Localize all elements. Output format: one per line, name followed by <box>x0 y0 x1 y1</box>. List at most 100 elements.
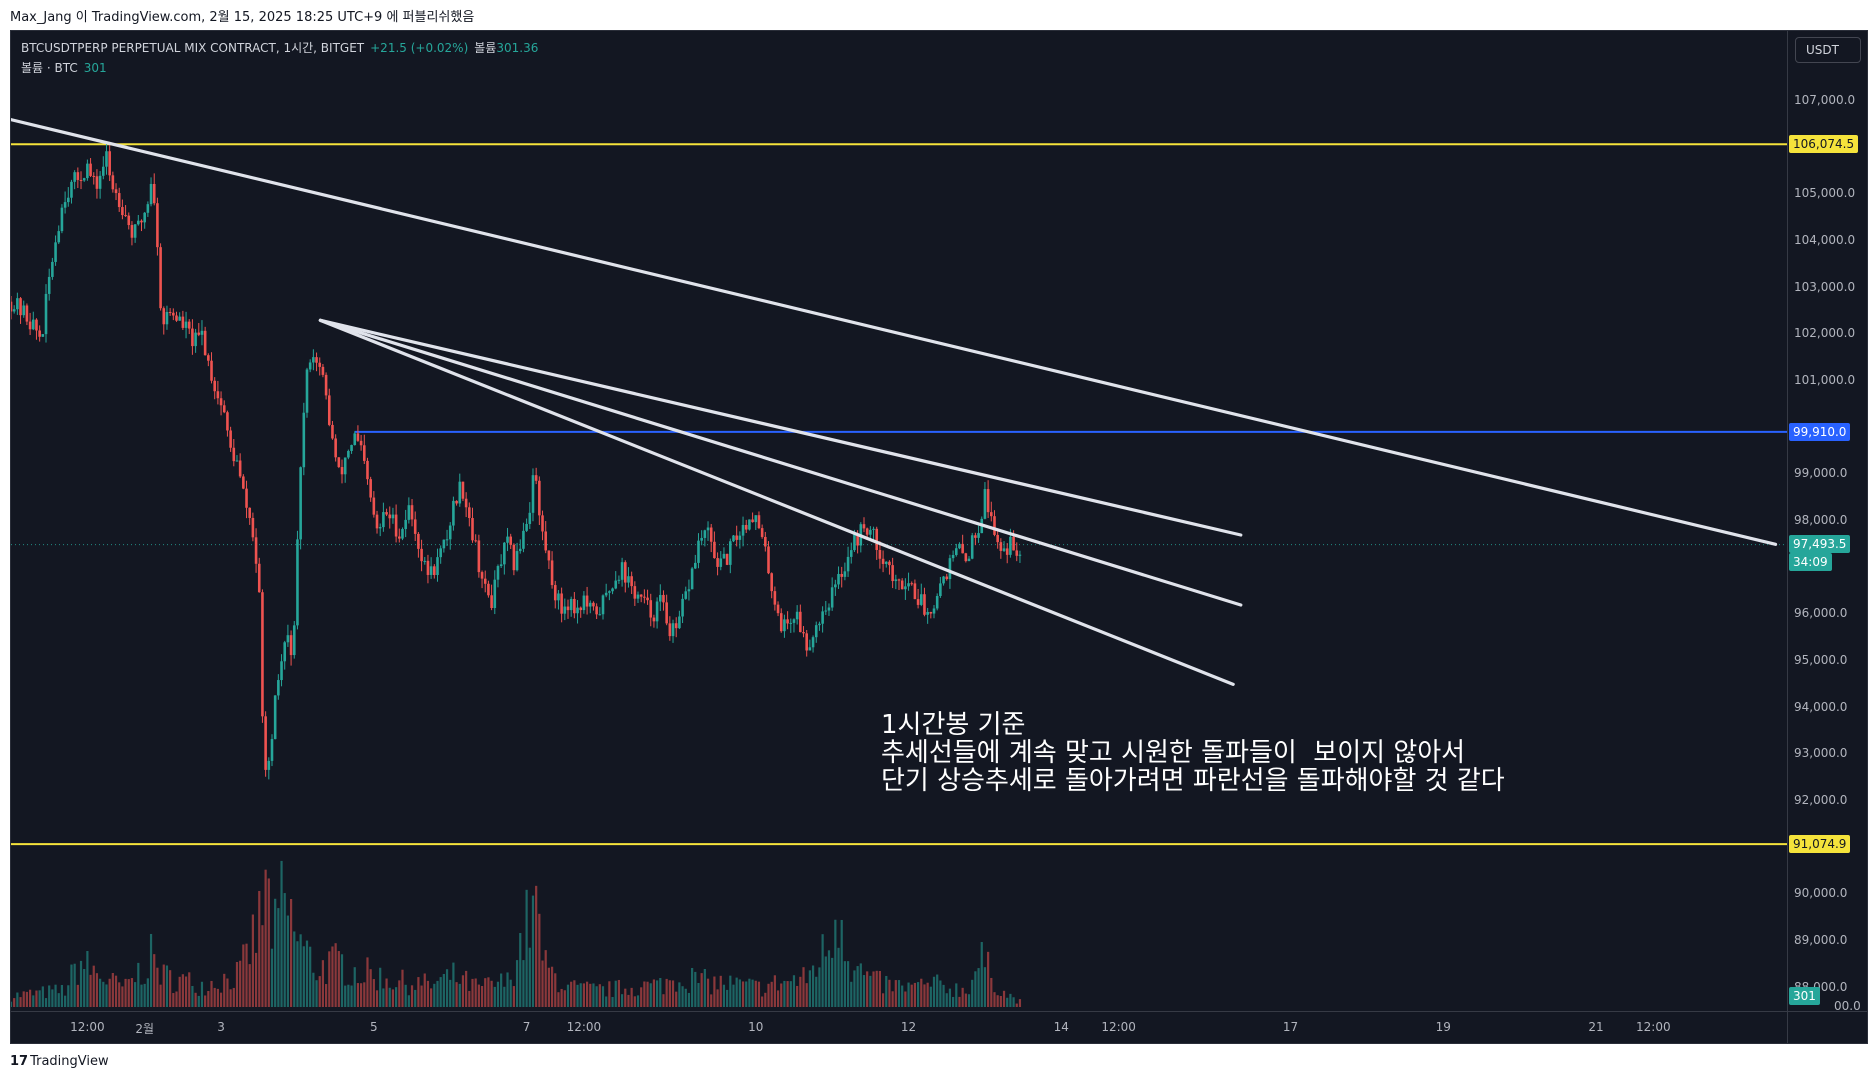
volume-bar <box>184 976 188 1007</box>
candle-body <box>439 548 442 558</box>
volume-series-label[interactable]: 볼륨 · BTC <box>21 61 78 75</box>
volume-bar <box>105 984 108 1007</box>
volume-bar <box>44 998 48 1007</box>
candle-body <box>165 312 169 325</box>
candle-body <box>522 530 525 549</box>
chart-plot-area[interactable] <box>11 31 1787 1011</box>
volume-bar <box>340 954 344 1007</box>
volume-bar <box>910 984 913 1007</box>
volume-bar <box>124 978 127 1007</box>
volume-value: 301.36 <box>496 41 539 55</box>
candle-body <box>910 583 914 585</box>
candle-body <box>541 515 544 532</box>
volume-bar <box>614 980 617 1007</box>
volume-bar <box>652 979 656 1007</box>
volume-bar <box>360 983 363 1007</box>
volume-bar <box>541 960 544 1007</box>
candle-body <box>706 527 710 531</box>
tradingview-logo[interactable]: 𝟭𝟳 TradingView <box>10 1054 109 1069</box>
volume-bar <box>980 942 983 1007</box>
volume-bar <box>70 964 73 1007</box>
candle-body <box>951 555 955 559</box>
candle-body <box>611 588 614 592</box>
candle-body <box>433 566 436 576</box>
candle-body <box>235 460 239 462</box>
volume-bar <box>127 979 130 1007</box>
candle-body <box>483 578 487 584</box>
volume-bar <box>388 987 391 1007</box>
candle-body <box>525 523 528 531</box>
candle-body <box>865 528 869 535</box>
volume-bar <box>277 908 280 1007</box>
volume-bar <box>932 976 936 1007</box>
volume-bar <box>764 992 767 1007</box>
candle-body <box>993 516 996 535</box>
currency-button[interactable]: USDT <box>1795 37 1861 63</box>
candle-body <box>222 405 226 413</box>
volume-bar <box>999 995 1002 1007</box>
volume-bar <box>920 978 923 1007</box>
symbol-legend[interactable]: BTCUSDTPERP PERPETUAL MIX CONTRACT, 1시간,… <box>21 39 538 56</box>
candle-body <box>375 514 379 529</box>
candle-body <box>289 635 293 656</box>
time-tick-label: 21 <box>1588 1020 1604 1034</box>
candle-body <box>238 460 242 477</box>
candle-body <box>799 611 802 633</box>
volume-bar <box>149 933 153 1007</box>
candle-body <box>140 220 143 223</box>
candle-body <box>894 579 898 582</box>
time-scale[interactable]: 12:00 2월 3 5 7 12:00 10 12 14 12:00 17 19 21 12:00 <box>11 1011 1787 1043</box>
volume-bar <box>324 984 328 1007</box>
volume-bar <box>468 990 471 1007</box>
volume-bar <box>875 970 878 1007</box>
volume-bar <box>936 974 939 1007</box>
candle-body <box>662 594 665 603</box>
volume-bar <box>738 979 741 1007</box>
candle-body <box>719 558 723 567</box>
volume-legend[interactable]: 볼륨 · BTC 301 <box>21 59 107 76</box>
candle-body <box>503 542 506 565</box>
candle-body <box>767 546 770 574</box>
price-scale[interactable]: 108,000.0107,000.0105,000.0104,000.0103,… <box>1787 31 1867 1013</box>
candle-body <box>51 261 54 277</box>
candle-body <box>926 611 929 615</box>
candle-body <box>401 529 404 539</box>
volume-bar <box>955 983 958 1007</box>
price-tag-blue: 99,910.0 <box>1789 422 1851 441</box>
candle-body <box>824 610 828 612</box>
candle-body <box>60 207 64 232</box>
tradingview-mark-icon: 𝟭𝟳 <box>10 1054 29 1069</box>
candle-body <box>124 215 127 217</box>
volume-bar <box>353 967 356 1007</box>
volume-bar <box>792 975 796 1007</box>
volume-bar <box>881 993 885 1007</box>
volume-bar <box>776 990 780 1007</box>
candle-body <box>538 480 541 516</box>
volume-bar <box>926 982 929 1007</box>
volume-bar <box>235 962 239 1007</box>
candle-body <box>324 374 328 396</box>
volume-bar <box>544 950 547 1007</box>
candle-body <box>25 305 29 322</box>
volume-bar <box>223 973 226 1007</box>
candle-body <box>579 607 583 611</box>
volume-bar <box>363 982 366 1007</box>
volume-bar <box>846 961 850 1007</box>
candle-body <box>913 583 917 600</box>
chart-annotation[interactable]: 1시간봉 기준 추세선들에 계속 맞고 시원한 돌파들이 보이지 않아서 단기 … <box>881 710 1505 796</box>
volume-bar <box>1009 993 1012 1007</box>
volume-bar <box>646 981 649 1007</box>
volume-bar <box>700 973 703 1007</box>
volume-bar <box>347 984 350 1007</box>
candle-body <box>378 527 382 529</box>
candle-body <box>315 357 318 363</box>
candle-body <box>184 321 188 328</box>
volume-bar <box>757 981 761 1007</box>
candle-body <box>665 602 668 624</box>
candle-body <box>350 445 353 451</box>
candle-body <box>544 531 548 551</box>
volume-bar <box>745 981 748 1007</box>
symbol-title[interactable]: BTCUSDTPERP PERPETUAL MIX CONTRACT, 1시간,… <box>21 41 365 55</box>
chart-frame[interactable]: BTCUSDTPERP PERPETUAL MIX CONTRACT, 1시간,… <box>10 30 1868 1044</box>
candle-body <box>904 586 907 590</box>
